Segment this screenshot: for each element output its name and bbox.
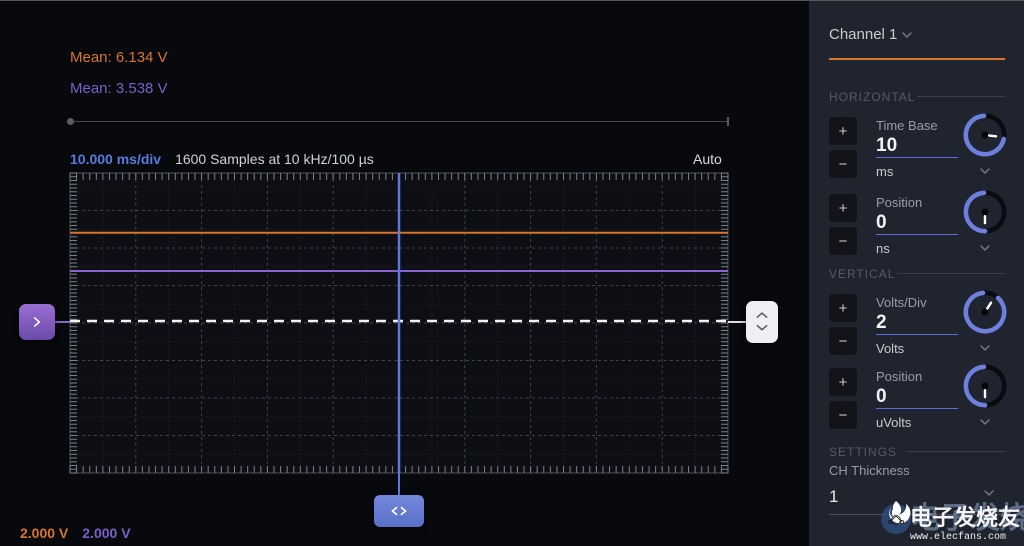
svg-text:www.elecfans.com: www.elecfans.com — [910, 531, 1006, 543]
svg-text:电子发烧友: 电子发烧友 — [910, 505, 1020, 530]
